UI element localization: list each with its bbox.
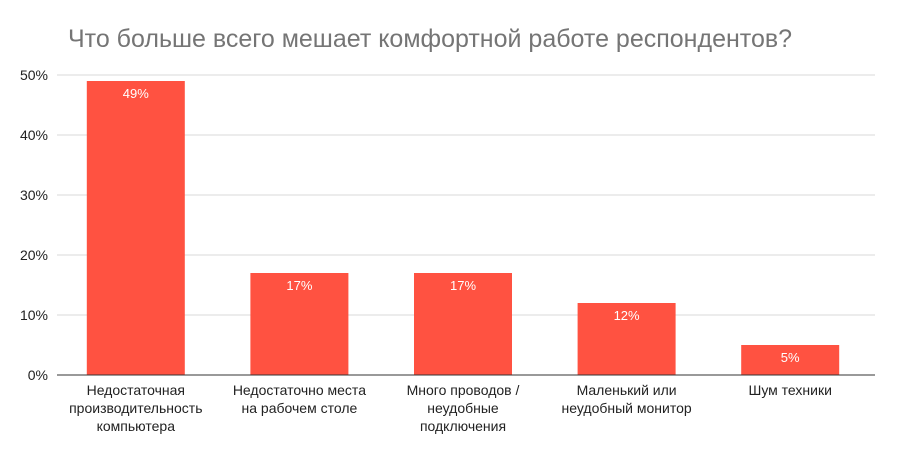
data-label: 49% [123,86,149,101]
category-label-line: подключения [420,418,506,434]
y-tick-label: 30% [20,187,48,203]
category-label: Много проводов / неудобные подключения [407,382,520,434]
bar [414,273,512,375]
category-label-line: Много проводов / [407,382,520,398]
y-axis-ticks: 0% 10% 20% 30% 40% 50% [20,67,48,383]
y-tick-label: 50% [20,67,48,83]
category-label-line: Шум техники [748,382,831,398]
bars [86,81,840,375]
y-tick-label: 40% [20,127,48,143]
data-label: 17% [286,278,312,293]
chart-title: Что больше всего мешает комфортной работ… [68,25,792,53]
category-label-line: компьютера [97,418,176,434]
category-label: Недостаточная производительность компьютер… [69,382,202,434]
category-label-line: производительность [69,400,202,416]
y-tick-label: 10% [20,307,48,323]
category-label: Маленький или неудобный монитор [562,382,692,416]
data-labels: 49% 17% 17% 12% 5% [123,86,800,365]
bar [577,303,676,375]
category-label: Недостаточно места на рабочем столе [233,382,366,416]
data-label: 17% [450,278,476,293]
bar [741,345,840,375]
bar [250,273,349,375]
category-label-line: Недостаточная [87,382,185,398]
bar [86,81,185,375]
data-label: 12% [614,308,640,323]
data-label: 5% [781,350,800,365]
y-tick-label: 20% [20,247,48,263]
category-label-line: Маленький или [577,382,677,398]
category-label-line: неудобный монитор [562,400,692,416]
category-label-line: на рабочем столе [242,400,358,416]
category-label-line: Недостаточно места [233,382,366,398]
category-label: Шум техники [748,382,831,398]
gridlines [57,74,875,316]
x-axis-categories: Недостаточная производительность компьютер… [69,382,832,434]
category-label-line: неудобные [427,400,499,416]
y-tick-label: 0% [28,367,48,383]
